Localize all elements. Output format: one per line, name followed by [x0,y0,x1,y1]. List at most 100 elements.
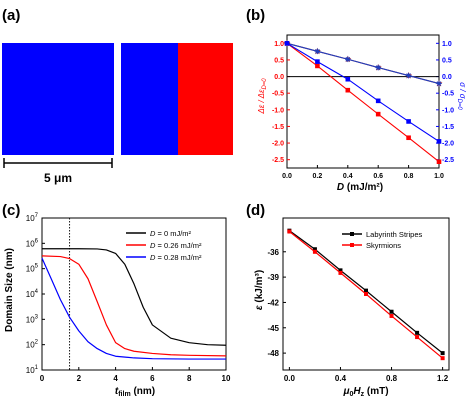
x-tick-label: 0.4 [343,173,353,180]
legend-label: D = 0.26 mJ/m² [150,241,202,250]
plot-frame [286,34,440,169]
asterisk-stroke [375,65,381,70]
panel-d-marks [287,228,445,361]
y-tick-label-left: -1.0 [272,107,284,114]
x-tick-label: 8 [187,374,192,383]
data-point-square [345,76,351,82]
panel-c-marks [41,218,227,370]
panel-d: (d) 0.0 0.4 0.8 1.2 -36 -39 -42 -45 -48 μ0Hz (mT… [246,202,450,398]
y-tick-label-right: -0.5 [442,91,454,98]
data-point-square [287,229,292,234]
legend-marker [350,243,354,247]
y-tick-label-right: -1.5 [442,124,454,131]
series-line-2 [41,257,226,360]
plot-frame [282,217,450,371]
panel-a-label: (a) [2,7,20,24]
data-point-square [415,330,420,335]
y-tick-label-left: -1.5 [272,124,284,131]
domain-right-blue [121,43,178,155]
y-tick-label-right: -2.0 [442,141,454,148]
y-tick-label-left: -0.5 [272,91,284,98]
data-point-square [440,351,445,356]
y-tick-label: 104 [26,289,39,299]
data-point-square [440,356,445,361]
data-point-square [315,59,320,64]
panel-d-axes: 0.0 0.4 0.8 1.2 -36 -39 -42 -45 -48 [267,217,450,383]
y-tick-label-right: -2.5 [442,157,454,164]
series-line-1 [286,42,440,85]
data-point-asterisk [436,80,442,87]
data-point-square [389,313,394,318]
x-tick-label: 0.4 [335,374,347,383]
panel-c-legend: D = 0 mJ/m² D = 0.26 mJ/m² D = 0.28 mJ/m² [126,229,202,262]
y-tick-label-left: 0.5 [274,57,284,64]
data-point-square [364,292,368,296]
y-tick-label: -39 [267,273,279,282]
panel-b-xlabel: D (mJ/m²) [337,182,383,193]
y-tick-label: -36 [267,248,279,257]
legend-marker [350,232,354,236]
x-tick-label: 1.2 [437,374,449,383]
panel-b-marks [283,39,443,164]
y-tick-label: 106 [26,238,39,248]
data-point-square [375,111,381,117]
data-point-asterisk [405,72,412,79]
domain-right-red [178,43,233,155]
panel-c-xlabel: tfilm (nm) [115,386,155,398]
x-tick-label: 0.0 [282,173,292,180]
legend-label: D = 0 mJ/m² [150,229,192,238]
y-tick-label-left: 0.0 [274,74,284,81]
y-tick-label: -42 [267,298,279,307]
series-line-3 [286,42,440,142]
y-tick-label: 101 [26,365,39,375]
series-line-1 [41,255,227,357]
data-point-asterisk [345,56,351,63]
panel-b-label: (b) [246,7,265,24]
data-point-square [436,139,442,144]
data-point-asterisk [314,48,321,55]
asterisk-stroke [436,81,442,86]
y-tick-label-right: 0.5 [442,57,452,64]
data-point-square [315,63,320,69]
data-point-square [312,247,317,252]
data-point-square [389,309,394,314]
panel-c-label: (c) [2,202,20,219]
legend-label: D = 0.28 mJ/m² [150,253,202,262]
panel-d-xlabel: μ0Hz (mT) [342,386,388,398]
y-tick-label-left: -2.0 [272,141,284,148]
x-tick-label: 1.0 [434,173,444,180]
data-point-square [345,87,351,93]
panel-d-ylabel: ε (kJ/m³) [254,270,265,310]
y-tick-label: -45 [267,324,279,333]
series-line-2 [286,42,440,163]
x-tick-label: 0.0 [284,374,296,383]
data-point-square [364,288,368,293]
x-tick-label: 0.8 [386,374,398,383]
panel-c: (c) 0 2 4 6 8 10 101 102 103 104 105 106 107 tfilm (… [2,202,231,398]
y-tick-label-right: 0.0 [442,74,452,81]
y-tick-label: 102 [26,340,39,350]
x-tick-label: 10 [222,374,231,383]
data-point-square [375,98,381,104]
asterisk-stroke [345,56,351,62]
panel-b: (b) 0.0 0.2 0.4 0.6 0.8 1.0 1.0 0.5 0.0 -0.5 -1.0 -… [246,7,467,193]
data-point-square [406,135,411,141]
panel-d-label: (d) [246,202,265,219]
x-tick-label: 4 [113,374,118,383]
panel-a: (a) 5 μm [2,7,233,185]
data-point-square [406,119,411,124]
data-point-square [415,335,420,340]
y-tick-label: 105 [26,264,39,274]
x-tick-label: 0 [40,374,45,383]
data-point-square [338,268,343,273]
y-tick-label: -48 [267,349,279,358]
y-tick-label-left: -2.5 [272,157,284,164]
x-tick-label: 0.2 [313,173,323,180]
x-tick-label: 0.8 [404,173,414,180]
y-tick-label-left: 1.0 [274,41,284,48]
panel-c-axes: 0 2 4 6 8 10 101 102 103 104 105 106 107 [26,213,231,383]
data-point-square [312,249,317,254]
panel-d-legend: Labyrinth Stripes Skyrmions [342,230,423,250]
panel-b-ylabel-left: Δε / ΔεD=0 [257,78,268,115]
